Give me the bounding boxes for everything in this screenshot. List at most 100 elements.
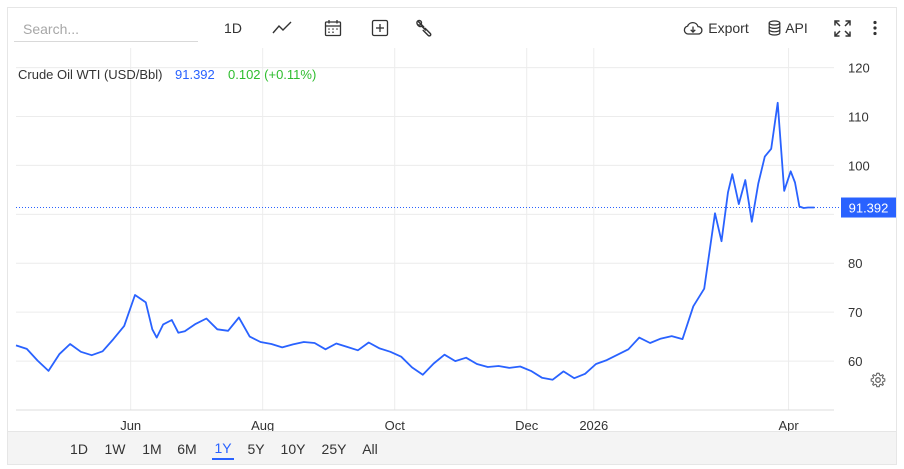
data-point bbox=[615, 352, 620, 357]
x-tick-label: Jun bbox=[120, 418, 141, 433]
range-button-1w[interactable]: 1W bbox=[104, 441, 126, 457]
data-point bbox=[712, 211, 717, 216]
gear-icon bbox=[870, 372, 886, 388]
data-point bbox=[399, 354, 404, 359]
data-point bbox=[355, 348, 360, 353]
date-range-button[interactable] bbox=[321, 16, 345, 40]
data-point bbox=[496, 363, 501, 368]
range-button-1m[interactable]: 1M bbox=[142, 441, 162, 457]
data-point bbox=[169, 317, 174, 322]
data-point bbox=[797, 204, 802, 209]
data-point bbox=[769, 146, 774, 151]
data-point bbox=[334, 341, 339, 346]
y-tick-label: 120 bbox=[848, 61, 870, 76]
data-point bbox=[269, 341, 274, 346]
line-chart-icon bbox=[272, 21, 292, 34]
range-button-all[interactable]: All bbox=[362, 441, 378, 457]
y-tick-label: 100 bbox=[848, 158, 870, 173]
plus-box-icon bbox=[371, 19, 389, 37]
expand-icon bbox=[833, 19, 851, 37]
data-point bbox=[247, 334, 252, 339]
data-point bbox=[154, 335, 159, 340]
toolbar: 1D Export API bbox=[8, 8, 896, 48]
api-label: API bbox=[785, 20, 808, 36]
settings-tools-button[interactable] bbox=[412, 16, 436, 40]
chart-area[interactable]: 60 70 80 100 110 120 Jun Aug Oct Dec 2026 Apr 91.392… bbox=[8, 48, 896, 433]
database-icon bbox=[768, 20, 781, 36]
data-point bbox=[366, 340, 371, 345]
data-point bbox=[604, 358, 609, 363]
data-point bbox=[749, 219, 754, 224]
x-tick-label: Dec bbox=[515, 418, 539, 433]
interval-label: 1D bbox=[224, 20, 242, 36]
data-point bbox=[725, 190, 730, 195]
data-point bbox=[410, 365, 415, 370]
export-label: Export bbox=[708, 20, 749, 36]
data-point bbox=[377, 346, 382, 351]
data-point bbox=[431, 361, 436, 366]
range-button-1y[interactable]: 1Y bbox=[212, 438, 234, 460]
range-button-5y[interactable]: 5Y bbox=[247, 441, 265, 457]
range-button-1d[interactable]: 1D bbox=[70, 441, 88, 457]
data-point bbox=[719, 239, 724, 244]
data-point bbox=[182, 329, 187, 334]
data-point bbox=[658, 336, 663, 341]
api-button[interactable]: API bbox=[767, 16, 809, 40]
data-point bbox=[572, 376, 577, 381]
data-point bbox=[730, 172, 735, 177]
data-point bbox=[161, 322, 166, 327]
add-comparison-button[interactable] bbox=[368, 16, 392, 40]
chart-widget: 1D Export API bbox=[7, 7, 897, 465]
data-point bbox=[215, 327, 220, 332]
range-button-6m[interactable]: 6M bbox=[177, 441, 197, 457]
legend-last-value: 91.392 bbox=[175, 67, 215, 82]
data-point bbox=[691, 304, 696, 309]
data-point bbox=[301, 340, 306, 345]
more-options-button[interactable] bbox=[864, 16, 886, 40]
data-point bbox=[626, 347, 631, 352]
range-button-25y[interactable]: 25Y bbox=[321, 441, 347, 457]
fullscreen-button[interactable] bbox=[830, 16, 854, 40]
last-price-label: 91.392 bbox=[849, 201, 889, 216]
data-point bbox=[420, 372, 425, 377]
data-point bbox=[176, 330, 181, 335]
data-point bbox=[453, 359, 458, 364]
data-point bbox=[736, 202, 741, 207]
data-point bbox=[89, 353, 94, 358]
more-vertical-icon bbox=[873, 20, 877, 36]
calendar-icon bbox=[324, 20, 342, 37]
data-point bbox=[474, 362, 479, 367]
data-point bbox=[193, 321, 198, 326]
x-tick-label: Apr bbox=[778, 418, 799, 433]
data-point bbox=[258, 340, 263, 345]
data-point bbox=[236, 315, 241, 320]
axis-settings-button[interactable] bbox=[870, 372, 886, 393]
data-point bbox=[280, 345, 285, 350]
data-point bbox=[35, 358, 40, 363]
data-point bbox=[312, 340, 317, 345]
range-button-10y[interactable]: 10Y bbox=[280, 441, 306, 457]
cloud-download-icon bbox=[684, 21, 703, 35]
legend-series-name: Crude Oil WTI (USD/Bbl) bbox=[18, 67, 162, 82]
search-input[interactable] bbox=[14, 17, 198, 42]
data-point bbox=[669, 334, 674, 339]
data-point bbox=[24, 346, 29, 351]
y-tick-label: 80 bbox=[848, 256, 862, 271]
chart-type-button[interactable] bbox=[270, 16, 294, 40]
data-point bbox=[122, 323, 127, 328]
data-point bbox=[68, 341, 73, 346]
legend-change: 0.102 (+0.11%) bbox=[228, 67, 316, 82]
export-button[interactable]: Export bbox=[682, 16, 750, 40]
wrench-icon bbox=[416, 19, 432, 37]
data-point bbox=[464, 355, 469, 360]
data-point bbox=[593, 362, 598, 367]
data-point bbox=[539, 375, 544, 380]
data-point bbox=[143, 300, 148, 305]
data-point bbox=[637, 335, 642, 340]
y-tick-label: 70 bbox=[848, 305, 862, 320]
data-point bbox=[561, 369, 566, 374]
data-point bbox=[57, 352, 62, 357]
y-tick-label: 110 bbox=[848, 109, 869, 124]
interval-button[interactable]: 1D bbox=[220, 16, 246, 40]
data-point bbox=[204, 316, 209, 321]
